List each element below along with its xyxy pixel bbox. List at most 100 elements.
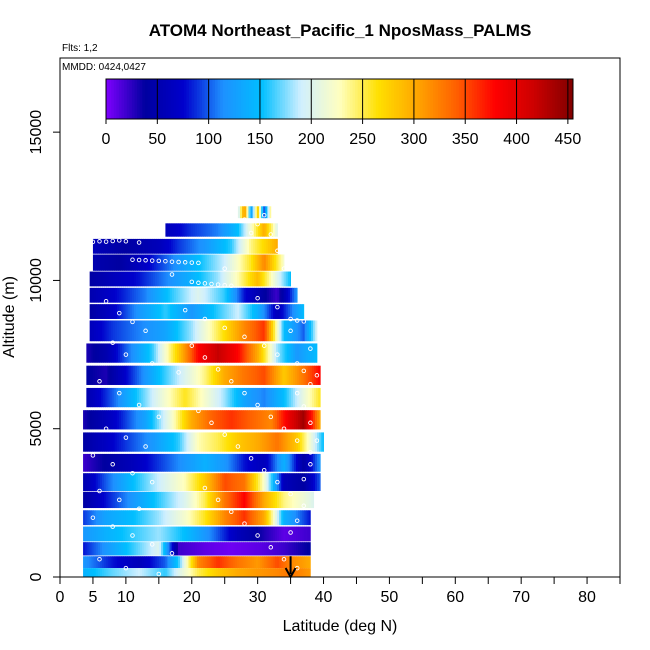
heatmap-cell — [173, 453, 177, 472]
heatmap-cell — [293, 568, 297, 577]
heatmap-cell — [213, 432, 217, 452]
track-point — [275, 479, 280, 485]
heatmap-cell — [243, 304, 247, 319]
heatmap-cell — [146, 287, 150, 303]
heatmap-cell — [125, 491, 128, 509]
heatmap-cell — [125, 526, 128, 542]
heatmap-cell — [112, 556, 116, 569]
heatmap-cell — [121, 473, 124, 491]
heatmap-cell — [307, 365, 311, 385]
heatmap-cell — [170, 254, 174, 271]
heatmap-cell — [317, 453, 320, 472]
heatmap-cell — [306, 320, 310, 342]
heatmap-cell — [94, 365, 98, 385]
colorbar-segment — [360, 79, 364, 119]
heatmap-cell — [112, 287, 116, 303]
heatmap-cell — [95, 473, 99, 491]
heatmap-cell — [91, 542, 94, 556]
heatmap-cell — [99, 568, 103, 577]
heatmap-cell — [283, 510, 286, 526]
heatmap-cell — [262, 271, 266, 287]
colorbar-segment — [484, 79, 488, 119]
colorbar-segment — [116, 79, 120, 119]
heatmap-cell — [130, 365, 134, 385]
colorbar-segment — [497, 79, 501, 119]
heatmap-cell — [108, 453, 111, 472]
heatmap-cell — [87, 432, 90, 452]
heatmap-cell — [166, 254, 170, 271]
heatmap-cell — [129, 473, 132, 491]
heatmap-cell — [177, 568, 181, 577]
heatmap-cell — [247, 320, 251, 342]
heatmap-cell — [266, 432, 269, 452]
heatmap-cell — [108, 526, 111, 542]
heatmap-cell — [154, 410, 158, 430]
heatmap-cell — [279, 510, 282, 526]
colorbar-segment — [118, 79, 123, 119]
heatmap-cell — [199, 526, 202, 542]
heatmap-cell — [263, 254, 267, 271]
track-point — [123, 239, 129, 244]
heatmap-cell — [168, 365, 172, 385]
heatmap-cell — [164, 365, 167, 385]
heatmap-cell — [102, 432, 105, 452]
heatmap-cell — [114, 568, 118, 577]
heatmap-cell — [109, 343, 113, 363]
heatmap-cell — [144, 271, 147, 287]
colorbar-segment — [277, 79, 281, 119]
heatmap-cell — [260, 432, 263, 452]
heatmap-cell — [127, 320, 131, 342]
colorbar-segment — [292, 79, 296, 119]
colorbar-segment — [106, 79, 110, 119]
heatmap-cell — [235, 287, 238, 303]
heatmap-cell — [289, 510, 293, 526]
heatmap-cell — [211, 254, 214, 271]
heatmap-cell — [300, 410, 303, 430]
heatmap-cell — [249, 320, 253, 342]
colorbar-segment — [409, 79, 413, 119]
heatmap-cell — [91, 556, 94, 569]
heatmap-cell — [258, 542, 261, 556]
heatmap-cell — [255, 542, 259, 556]
heatmap-cell — [239, 556, 242, 569]
heatmap-cell — [103, 343, 106, 363]
heatmap-cell — [110, 320, 114, 342]
track-point — [222, 432, 227, 437]
heatmap-cell — [107, 254, 111, 271]
heatmap-cell — [238, 365, 241, 385]
heatmap-cell — [165, 320, 169, 342]
colorbar-segment — [469, 79, 473, 119]
heatmap-cell — [251, 287, 255, 303]
heatmap-cell — [96, 343, 100, 363]
heatmap-cell — [209, 473, 213, 491]
colorbar-segment — [297, 79, 302, 119]
heatmap-cell — [216, 271, 219, 287]
heatmap-cell — [233, 387, 237, 408]
heatmap-cell — [277, 287, 280, 303]
heatmap-cell — [167, 568, 170, 577]
x-tick-label: 60 — [446, 589, 464, 606]
heatmap-cell — [310, 432, 314, 452]
heatmap-cell — [143, 343, 146, 363]
heatmap-cell — [110, 526, 113, 542]
heatmap-cell — [301, 343, 304, 363]
heatmap-cell — [195, 320, 198, 342]
heatmap-cell — [271, 387, 275, 408]
heatmap-cell — [285, 510, 288, 526]
heatmap-cell — [262, 542, 265, 556]
heatmap-cell — [95, 542, 99, 556]
colorbar-segment — [253, 79, 257, 119]
heatmap-cell — [148, 410, 151, 430]
heatmap-cell — [246, 238, 250, 254]
colorbar-segment — [321, 79, 325, 119]
heatmap-cell — [251, 491, 255, 509]
x-axis-label: Latitude (deg N) — [283, 618, 398, 635]
heatmap-cell — [127, 410, 130, 430]
heatmap-cell — [218, 223, 221, 237]
colorbar-segment — [505, 79, 509, 119]
heatmap-cell — [196, 526, 200, 542]
x-tick-label: 30 — [249, 589, 267, 606]
heatmap-cell — [239, 491, 242, 509]
heatmap-cell — [219, 387, 222, 408]
heatmap-cell — [199, 304, 202, 319]
